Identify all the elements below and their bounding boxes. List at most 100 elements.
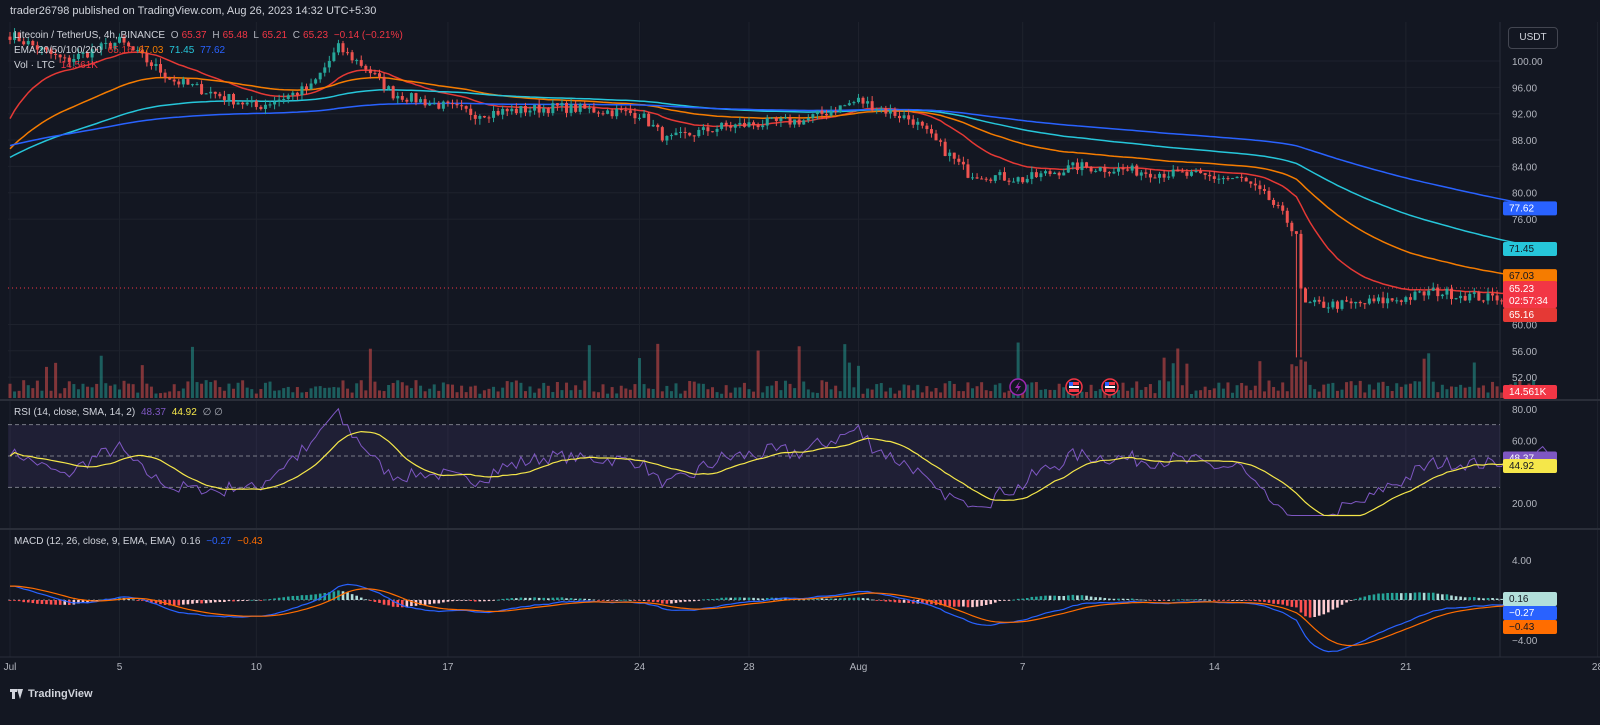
us-flag-icon[interactable] [1065, 378, 1083, 396]
candle-body [1262, 189, 1266, 191]
volume-bar [1390, 391, 1394, 398]
candle-body [332, 52, 336, 61]
candle-body [222, 96, 226, 101]
rsi-label[interactable]: RSI (14, close, SMA, 14, 2) [14, 407, 136, 418]
volume-bar [469, 386, 473, 398]
ema-lines [9, 51, 1552, 295]
macd-histogram-bar [186, 600, 190, 605]
volume-bar [1477, 387, 1481, 398]
axes: 100.00 96.00 92.00 88.00 84.00 80.00 76.00 60.0… [4, 57, 1600, 673]
volume-bar [1317, 391, 1321, 398]
macd-histogram-bar [629, 599, 632, 601]
volume-bar [213, 380, 217, 398]
macd-histogram-bar [838, 598, 842, 600]
volume-bar [1445, 389, 1449, 398]
candle-body [706, 127, 710, 132]
volume-bar [423, 391, 427, 398]
macd-line-tag: −0.27 [1509, 608, 1535, 619]
volume-bar [195, 382, 199, 398]
macd-histogram-bar [483, 600, 486, 602]
volume-bar [1422, 358, 1426, 398]
candle-body [966, 164, 970, 178]
volume-bar [1468, 386, 1472, 398]
volume-bar [291, 392, 295, 398]
volume-bar [610, 387, 614, 398]
macd-histogram-bar [1422, 592, 1426, 600]
candle-body [811, 114, 815, 119]
macd-histogram-bar [1021, 598, 1024, 600]
volume-bar [1212, 388, 1216, 398]
volume-bar [72, 384, 76, 398]
volume-label[interactable]: Vol · LTC [14, 60, 55, 71]
lightning-icon[interactable] [1009, 378, 1027, 396]
macd-histogram-bar [1057, 595, 1061, 600]
candle-body [1258, 185, 1262, 190]
currency-button[interactable]: USDT [1508, 27, 1558, 49]
candle-body [17, 32, 21, 42]
macd-histogram-bar [697, 600, 701, 601]
volume-bar [1472, 362, 1476, 398]
volume-bar [437, 390, 441, 398]
candle-body [245, 102, 249, 105]
volume-bar [898, 390, 902, 398]
lightning-icon-bolt [1015, 381, 1021, 393]
volume-bar [323, 387, 327, 398]
candle-body [268, 104, 272, 106]
volume-bar [1495, 386, 1499, 398]
volume-bar [911, 390, 915, 398]
candle-body [200, 84, 204, 95]
symbol-name[interactable]: Litecoin / TetherUS, 4h, BINANCE [14, 30, 165, 41]
candle-body [63, 57, 67, 59]
volume-bar [752, 391, 756, 398]
macd-axis-label: 4.00 [1512, 556, 1532, 567]
macd-histogram-bar [1482, 598, 1485, 600]
candle-body [1121, 168, 1125, 170]
macd-histogram-bar [154, 600, 158, 604]
volume-bar [957, 391, 961, 398]
tradingview-logo[interactable]: TradingView [10, 688, 93, 700]
candle-body [241, 102, 245, 105]
candle-body [122, 36, 126, 43]
ema-label[interactable]: EMA 20/50/100/200 [14, 45, 102, 56]
time-axis-label: 5 [117, 662, 123, 673]
macd-histogram-bar [870, 599, 874, 601]
macd-histogram-bar [1486, 597, 1490, 600]
macd-histogram-bar [1358, 597, 1362, 600]
macd-histogram-bar [1463, 597, 1467, 600]
macd-histogram-bar [756, 598, 760, 600]
price-axis-label: 88.00 [1512, 136, 1537, 147]
volume-bar [1189, 393, 1193, 398]
volume-bar [254, 393, 258, 398]
volume-bar [1500, 392, 1504, 398]
volume-bar [22, 380, 26, 398]
volume-bar [391, 382, 395, 398]
macd-histogram-bar [866, 598, 869, 600]
candle-body [309, 83, 313, 90]
candle-body [13, 32, 17, 40]
candle-body [606, 110, 610, 114]
macd-histogram-bar [551, 597, 555, 600]
candle-body [227, 94, 231, 101]
rsi-line [9, 407, 1553, 517]
rsi-axis-label: 60.00 [1512, 436, 1537, 447]
time-axis-label: 7 [1020, 662, 1026, 673]
macd-histogram-bar [706, 599, 710, 600]
volume-bar [44, 366, 48, 398]
candle-body [989, 179, 993, 181]
us-flag-icon[interactable] [1101, 378, 1119, 396]
volume-bar [1089, 384, 1093, 398]
event-icons[interactable] [1009, 378, 1119, 396]
macd-histogram-bar [642, 600, 646, 601]
candle-body [642, 113, 646, 118]
macd-histogram-bar [245, 600, 249, 601]
macd-label[interactable]: MACD (12, 26, close, 9, EMA, EMA) [14, 536, 176, 547]
macd-histogram-bar [1153, 600, 1157, 601]
macd-histogram-bar [255, 599, 258, 601]
close-value: 65.23 [303, 30, 329, 41]
volume-bar [250, 389, 254, 398]
change-value: −0.14 (−0.21%) [333, 30, 403, 41]
macd-histogram-bar [455, 600, 459, 601]
candle-body [1075, 162, 1079, 171]
candle-body [1148, 173, 1152, 178]
